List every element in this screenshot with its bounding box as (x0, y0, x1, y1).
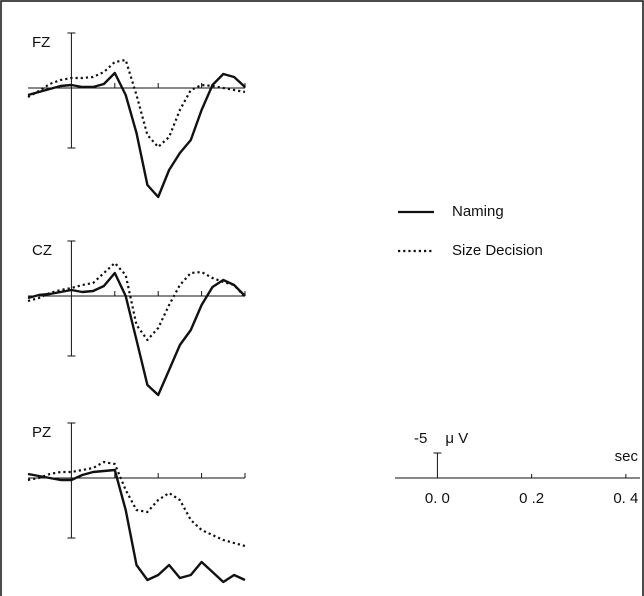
scale-y-unit: μ V (445, 430, 468, 447)
waveform (27, 71, 246, 199)
scale-y-label: -5 (414, 430, 427, 447)
legend-label: Naming (452, 203, 504, 220)
panel-title: PZ (32, 424, 51, 441)
waveform (27, 468, 246, 584)
scale-x-label: 0. 4 (613, 490, 638, 507)
scale-x-label: 0. 0 (425, 490, 450, 507)
panel-title: FZ (32, 34, 50, 51)
legend-label: Size Decision (452, 242, 543, 259)
waveform (27, 58, 246, 149)
waveform (27, 261, 246, 342)
waveform (27, 271, 246, 397)
scale-x-unit: sec (615, 448, 639, 465)
scale-x-label: 0 .2 (519, 490, 544, 507)
panel-title: CZ (32, 242, 52, 259)
waveform (27, 460, 246, 548)
